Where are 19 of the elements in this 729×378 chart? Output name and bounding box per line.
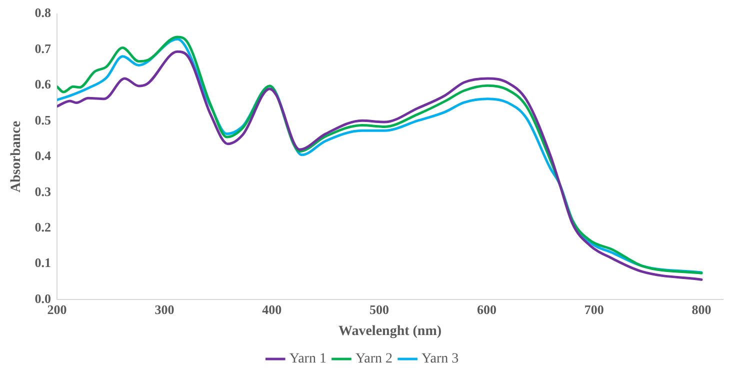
x-tick-label: 400 [262, 302, 282, 317]
y-tick-label: 0.2 [34, 220, 52, 235]
x-tick-label: 800 [692, 302, 712, 317]
y-tick-label: 0.5 [34, 112, 52, 128]
y-axis-title: Absorbance [9, 120, 24, 192]
x-tick-label: 500 [370, 302, 390, 317]
y-tick-label: 0.3 [34, 184, 52, 199]
y-tick-label: 0.4 [34, 148, 52, 164]
legend-label: Yarn 2 [355, 352, 393, 367]
y-tick-label: 0.1 [34, 255, 52, 270]
y-tick-label: 0.6 [34, 76, 52, 92]
x-tick-label: 700 [584, 302, 604, 317]
x-tick-label: 300 [154, 302, 174, 317]
legend-label: Yarn 1 [289, 352, 326, 367]
y-tick-label: 0.7 [34, 40, 52, 56]
x-axis-title: Wavelenght (nm) [338, 324, 442, 340]
y-tick-label: 0.8 [34, 5, 52, 20]
legend-label: Yarn 3 [422, 352, 459, 367]
x-tick-label: 600 [476, 302, 496, 317]
